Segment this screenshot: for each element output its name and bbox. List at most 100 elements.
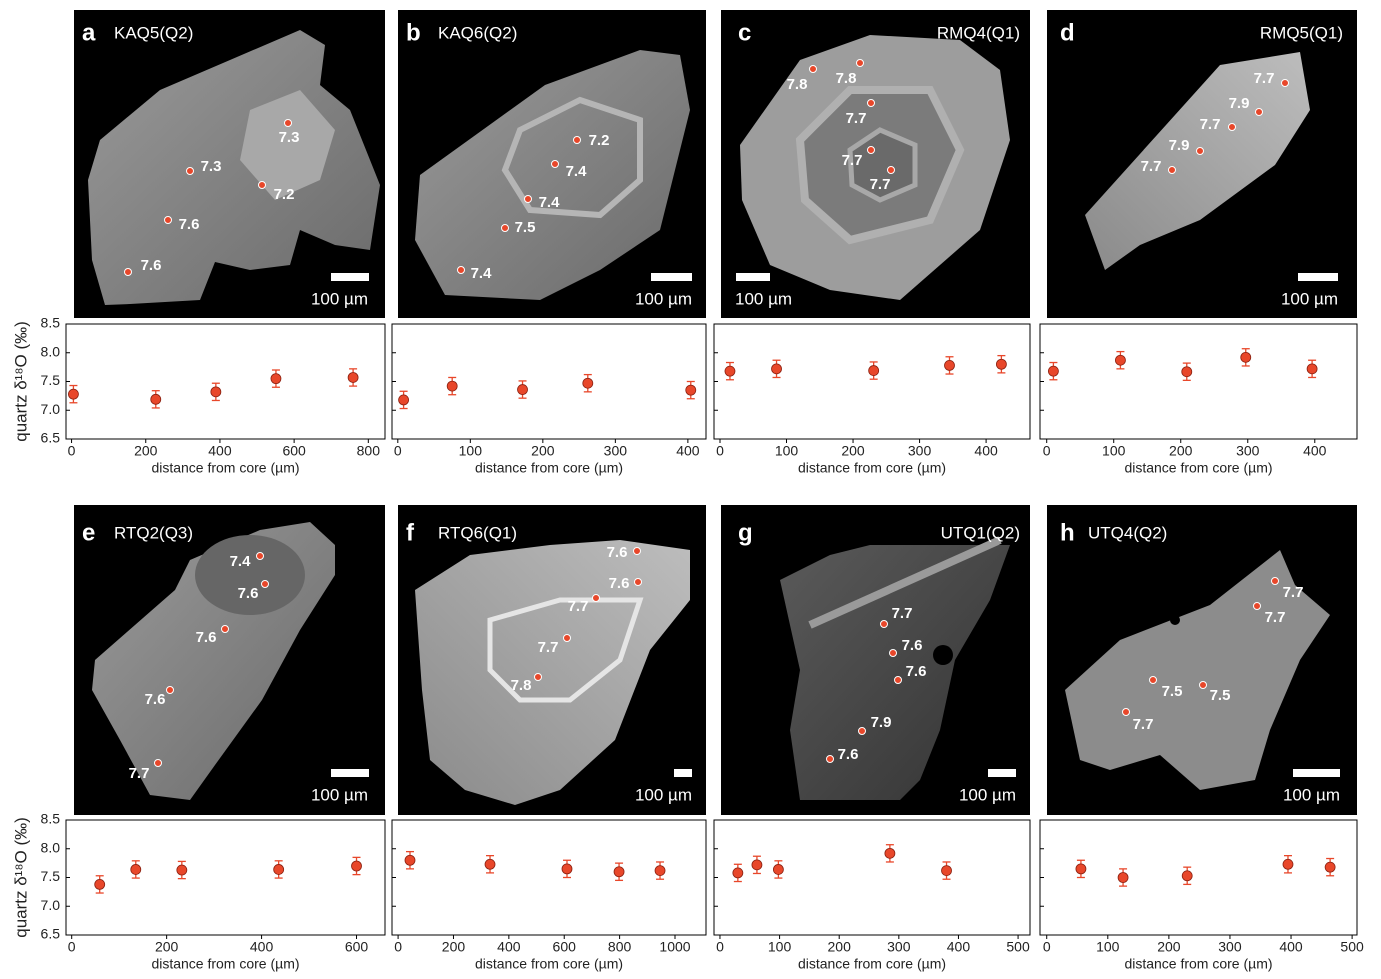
plot-frame xyxy=(66,324,385,439)
data-point xyxy=(655,866,665,876)
spot-marker xyxy=(868,147,875,154)
x-tick-label: 0 xyxy=(716,939,724,955)
x-tick-label: 300 xyxy=(1218,939,1242,955)
spot-label: 7.7 xyxy=(538,639,559,656)
spot-label: 7.4 xyxy=(230,553,252,570)
spot-marker xyxy=(187,168,194,175)
x-tick-label: 100 xyxy=(1102,443,1126,459)
data-point xyxy=(447,381,457,391)
spot-label: 7.7 xyxy=(842,152,863,169)
x-axis-label: distance from core (µm) xyxy=(475,956,623,972)
spot-marker xyxy=(888,167,895,174)
data-point xyxy=(583,378,593,388)
data-point xyxy=(773,864,783,874)
data-point xyxy=(95,879,105,889)
spot-marker xyxy=(222,626,229,633)
data-point xyxy=(752,860,762,870)
spot-label: 7.3 xyxy=(279,129,300,146)
x-axis-label: distance from core (µm) xyxy=(151,460,299,476)
panel-letter: h xyxy=(1060,519,1075,546)
data-point xyxy=(271,374,281,384)
spot-marker xyxy=(1169,167,1176,174)
x-tick-label: 800 xyxy=(357,443,381,459)
spot-marker xyxy=(262,581,269,588)
data-point xyxy=(518,385,528,395)
y-tick-label: 7.0 xyxy=(41,401,61,417)
x-axis-label: distance from core (µm) xyxy=(1124,460,1272,476)
data-point xyxy=(68,389,78,399)
spot-marker xyxy=(285,120,292,127)
spot-marker xyxy=(535,674,542,681)
spot-label: 7.4 xyxy=(539,194,561,211)
x-tick-label: 400 xyxy=(947,939,971,955)
data-point xyxy=(869,366,879,376)
x-tick-label: 1000 xyxy=(659,939,690,955)
panel-letter: b xyxy=(406,19,421,46)
spot-marker xyxy=(1254,603,1261,610)
plot-frame xyxy=(392,820,706,935)
spot-label: 7.7 xyxy=(1133,716,1154,733)
x-tick-label: 600 xyxy=(282,443,306,459)
data-point xyxy=(1283,859,1293,869)
x-tick-label: 0 xyxy=(1043,939,1051,955)
spot-marker xyxy=(574,137,581,144)
spot-marker xyxy=(881,621,888,628)
spot-marker xyxy=(257,553,264,560)
x-axis-label: distance from core (µm) xyxy=(798,460,946,476)
spot-label: 7.5 xyxy=(1210,687,1231,704)
spot-marker xyxy=(552,161,559,168)
x-tick-label: 500 xyxy=(1006,939,1030,955)
spot-label: 7.4 xyxy=(471,265,493,282)
x-tick-label: 100 xyxy=(1096,939,1120,955)
spot-marker xyxy=(890,650,897,657)
data-point xyxy=(945,360,955,370)
spot-marker xyxy=(458,267,465,274)
y-tick-label: 6.5 xyxy=(41,926,61,942)
scale-label: 100 µm xyxy=(1281,289,1338,308)
x-tick-label: 200 xyxy=(134,443,158,459)
y-tick-label: 8.0 xyxy=(41,839,61,855)
plot-frame xyxy=(1040,820,1357,935)
x-tick-label: 0 xyxy=(716,443,724,459)
x-tick-label: 200 xyxy=(841,443,865,459)
data-point xyxy=(885,848,895,858)
scale-label: 100 µm xyxy=(635,785,692,804)
x-tick-label: 300 xyxy=(1236,443,1260,459)
data-point xyxy=(1115,355,1125,365)
x-axis-label: distance from core (µm) xyxy=(151,956,299,972)
sample-name: UTQ4(Q2) xyxy=(1088,523,1167,542)
spot-marker xyxy=(125,269,132,276)
plot-frame xyxy=(1040,324,1357,439)
spot-marker xyxy=(1282,80,1289,87)
panel-letter: f xyxy=(406,519,415,546)
data-point xyxy=(996,359,1006,369)
spot-marker xyxy=(593,595,600,602)
data-point xyxy=(274,864,284,874)
x-tick-label: 300 xyxy=(604,443,628,459)
y-tick-label: 8.5 xyxy=(41,315,61,331)
spot-label: 7.2 xyxy=(274,186,295,203)
spot-label: 7.4 xyxy=(566,163,588,180)
spot-label: 7.6 xyxy=(902,637,923,654)
x-tick-label: 400 xyxy=(974,443,998,459)
spot-marker xyxy=(1123,709,1130,716)
x-tick-label: 0 xyxy=(394,939,402,955)
x-tick-label: 0 xyxy=(394,443,402,459)
data-point xyxy=(348,372,358,382)
spot-label: 7.6 xyxy=(838,746,859,763)
data-point xyxy=(772,364,782,374)
spot-label: 7.9 xyxy=(871,714,892,731)
x-tick-label: 800 xyxy=(608,939,632,955)
sample-name: RMQ5(Q1) xyxy=(1260,23,1343,42)
x-tick-label: 300 xyxy=(908,443,932,459)
x-tick-label: 0 xyxy=(68,939,76,955)
x-tick-label: 400 xyxy=(250,939,274,955)
x-axis-label: distance from core (µm) xyxy=(798,956,946,972)
spot-marker xyxy=(1150,677,1157,684)
plot-frame xyxy=(66,820,385,935)
spot-label: 7.9 xyxy=(1169,137,1190,154)
y-tick-label: 8.0 xyxy=(41,343,61,359)
spot-marker xyxy=(859,728,866,735)
spot-marker xyxy=(167,687,174,694)
data-point xyxy=(614,867,624,877)
